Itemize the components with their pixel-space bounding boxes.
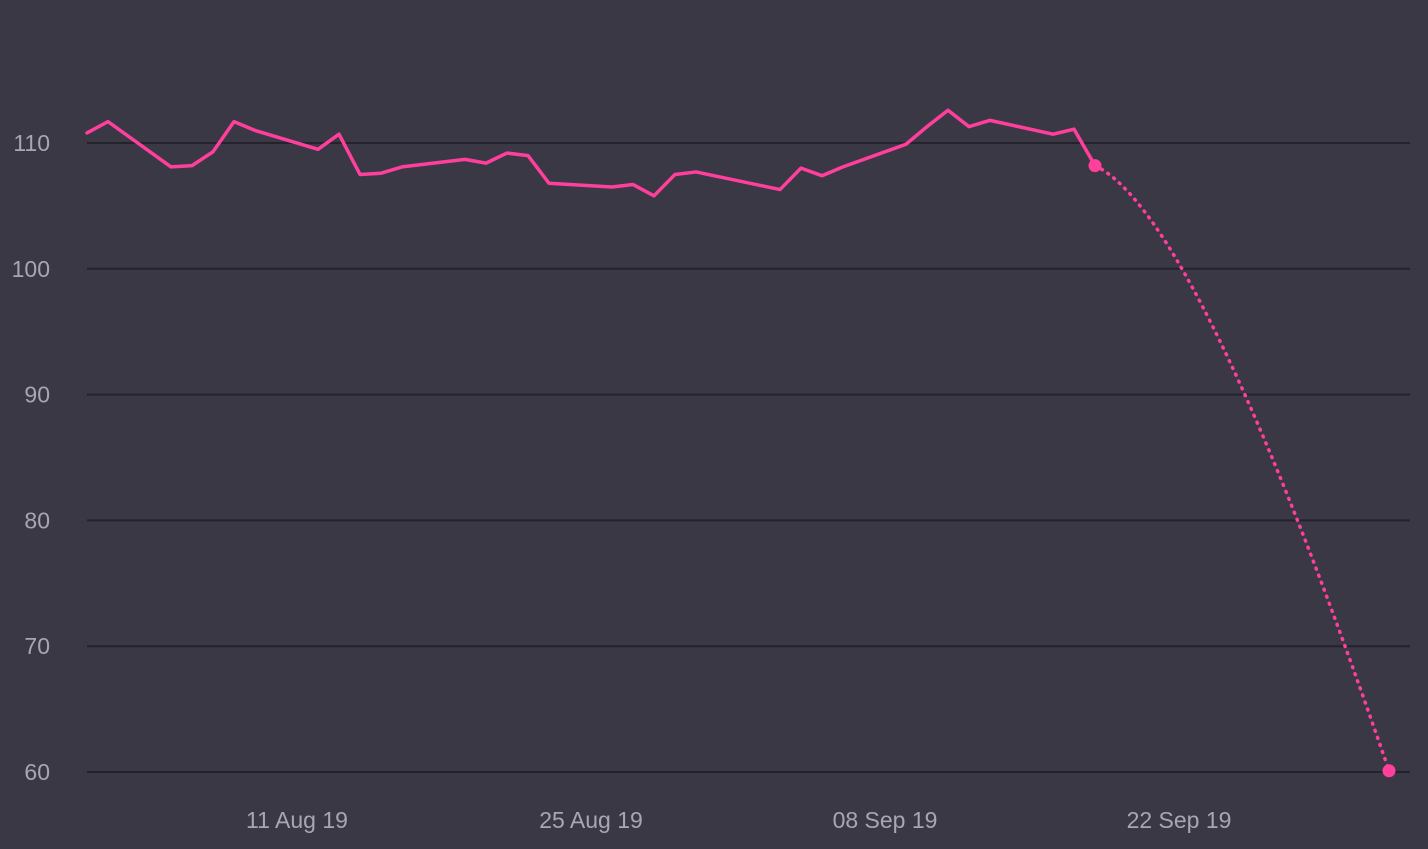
x-tick-label: 22 Sep 19 — [1127, 807, 1232, 833]
y-tick-label: 80 — [24, 507, 50, 533]
price-line — [85, 108, 1097, 198]
projection-line — [1093, 163, 1391, 773]
x-tick-label: 11 Aug 19 — [246, 807, 348, 833]
x-tick-label: 25 Aug 19 — [539, 807, 643, 833]
y-tick-label: 90 — [24, 382, 50, 408]
y-tick-label: 110 — [13, 130, 50, 156]
y-tick-label: 100 — [12, 256, 50, 282]
y-tick-label: 70 — [24, 633, 50, 659]
projection-start-point — [1088, 159, 1102, 173]
x-tick-label: 08 Sep 19 — [833, 807, 938, 833]
projection-end-point — [1382, 764, 1396, 778]
y-tick-label: 60 — [24, 759, 50, 785]
